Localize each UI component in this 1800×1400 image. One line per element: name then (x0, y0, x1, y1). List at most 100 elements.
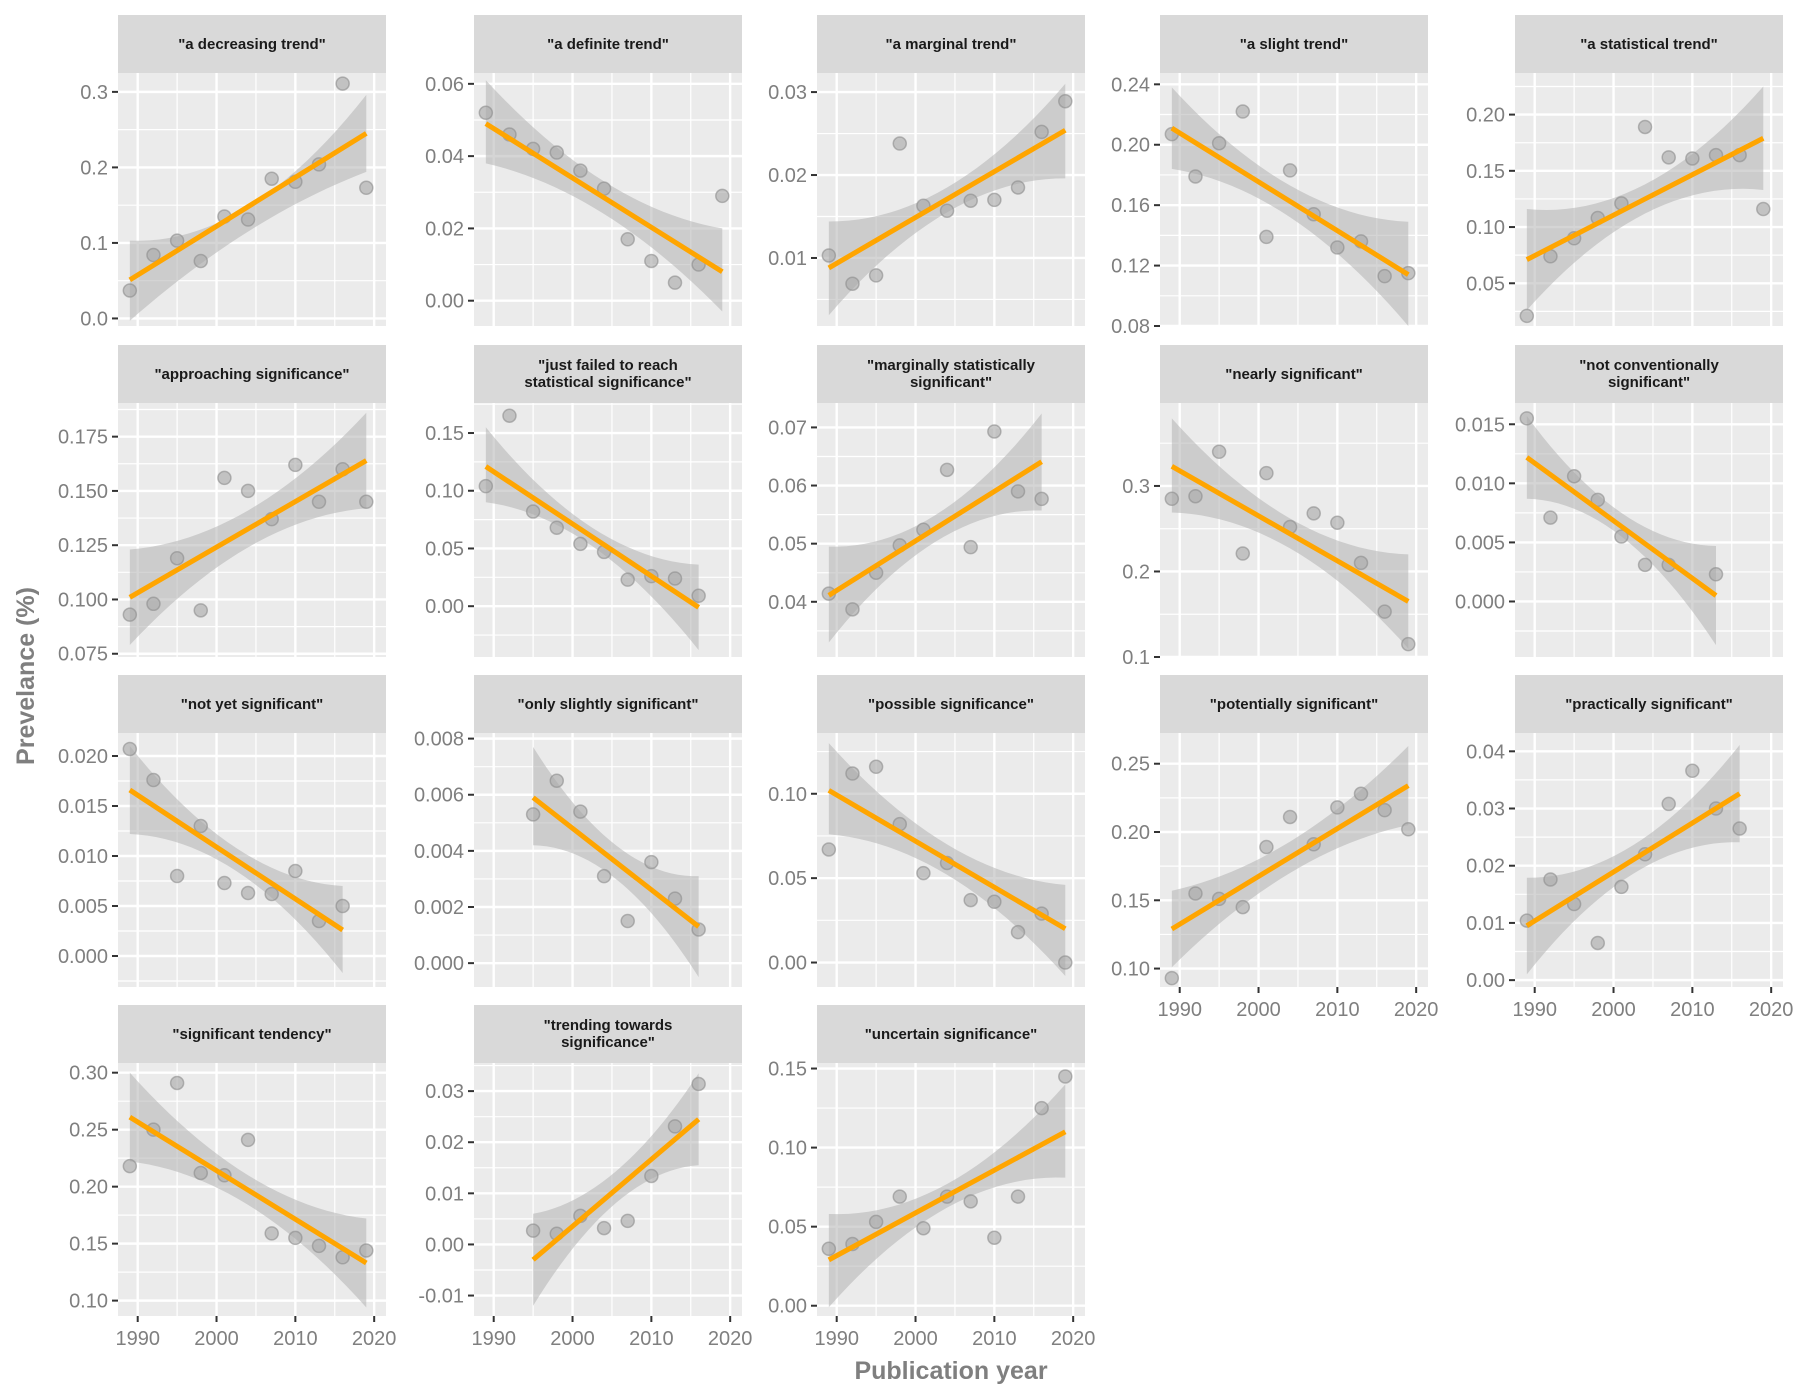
y-tick-label: 0.02 (1466, 856, 1505, 878)
data-point (939, 462, 955, 478)
facet-title: "nearly significant" (1225, 366, 1363, 383)
data-point (1034, 124, 1049, 140)
y-tick-label: 0.03 (768, 82, 807, 104)
confidence-band (1171, 87, 1409, 327)
data-point (963, 193, 978, 208)
y-tick-label: 0.03 (1466, 799, 1505, 821)
regression-line (827, 459, 1043, 598)
y-tick-label: 0.12 (1111, 256, 1150, 278)
data-point (1259, 839, 1274, 855)
data-point (1034, 491, 1049, 507)
data-point (335, 898, 350, 914)
y-tick-label: 0.07 (768, 417, 807, 439)
x-tick-label: 2020 (352, 1328, 397, 1350)
y-tick-label: 0.25 (69, 1120, 108, 1142)
data-point (845, 766, 860, 781)
data-point (1661, 150, 1676, 165)
data-point (1519, 411, 1535, 426)
facet-title-line: "potentially significant" (1210, 696, 1378, 713)
regression-line (531, 1117, 701, 1262)
data-point (620, 232, 635, 247)
data-point (169, 550, 185, 566)
facet-title: "approaching significance" (154, 366, 349, 383)
y-tick-label: 0.16 (1111, 195, 1150, 217)
facet-title: "a slight trend" (1240, 36, 1348, 53)
data-point (939, 203, 955, 218)
data-point (1614, 879, 1629, 895)
y-tick-label: 0.20 (1111, 822, 1150, 844)
data-point (311, 1238, 327, 1254)
data-point (644, 253, 659, 269)
data-point (264, 171, 279, 186)
facet-panel: "trending towards significance" -0.01 0.00 0… (418, 1005, 752, 1350)
data-point (573, 804, 588, 819)
data-point (845, 602, 860, 617)
facet-title-line: "approaching significance" (154, 366, 349, 383)
facet-strip (474, 675, 742, 733)
y-tick-label: 0.05 (768, 534, 807, 556)
x-tick-label: 2000 (1591, 999, 1636, 1021)
data-point (193, 603, 209, 618)
y-tick-label: 0.04 (768, 592, 807, 614)
y-tick-label: 0.1 (80, 233, 108, 255)
y-tick-label: 0.10 (69, 1291, 108, 1313)
data-point (573, 536, 588, 552)
x-tick-label: 2020 (1749, 999, 1794, 1021)
y-tick-label: 0.02 (425, 218, 464, 240)
data-point (987, 424, 1002, 439)
data-point (596, 868, 612, 884)
y-tick-label: 0.06 (425, 74, 464, 96)
regression-line (1170, 783, 1410, 932)
data-point (1637, 557, 1653, 573)
y-tick-label: 0.06 (768, 476, 807, 498)
data-point (1519, 308, 1535, 324)
data-point (335, 76, 350, 91)
y-tick-label: 0.10 (768, 1138, 807, 1160)
y-tick-label: 0.3 (1122, 476, 1150, 498)
facet-panel: "not yet significant" 0.000 0.005 0.010 0.01… (58, 675, 386, 987)
data-point (1377, 604, 1392, 619)
facet-title: "trending towards significance" (544, 1017, 673, 1051)
data-point (264, 886, 279, 902)
y-tick-label: 0.00 (1466, 970, 1505, 992)
data-point (1188, 169, 1203, 184)
data-point (240, 212, 256, 227)
x-tick-label: 2010 (273, 1328, 318, 1350)
x-axis-title: Publication year (854, 1357, 1047, 1385)
facet-strip (474, 1005, 742, 1063)
facet-strip (817, 345, 1085, 403)
y-tick-label: 0.10 (425, 481, 464, 503)
data-point (478, 478, 494, 494)
y-tick-label: 0.10 (1111, 959, 1150, 981)
data-point (1034, 1100, 1049, 1116)
x-tick-label: 2010 (1315, 999, 1360, 1021)
data-point (1188, 488, 1203, 504)
data-point (525, 504, 541, 519)
x-tick-label: 2000 (893, 1328, 938, 1350)
y-tick-label: 0.10 (768, 784, 807, 806)
y-tick-label: 0.15 (1111, 890, 1150, 912)
y-tick-label: 0.02 (425, 1132, 464, 1154)
facet-title: "practically significant" (1565, 696, 1733, 713)
y-tick-label: 0.175 (58, 427, 108, 449)
regression-line (128, 787, 345, 933)
y-tick-label: 0.2 (80, 157, 108, 179)
data-point (169, 1075, 185, 1091)
x-tick-label: 1990 (1512, 999, 1557, 1021)
y-tick-label: 0.01 (425, 1183, 464, 1205)
y-tick-label: 0.015 (1455, 414, 1505, 436)
facet-panel: "a decreasing trend" 0.0 0.1 0.2 0.3 (80, 15, 386, 330)
y-tick-label: 0.02 (768, 165, 807, 187)
y-tick-label: -0.01 (418, 1286, 464, 1308)
data-point (1661, 796, 1676, 812)
data-point (1377, 268, 1392, 284)
data-point (146, 596, 161, 612)
data-point (1235, 899, 1251, 915)
y-tick-label: 0.05 (768, 1217, 807, 1239)
data-point (193, 253, 209, 269)
data-point (916, 865, 931, 881)
y-tick-label: 0.04 (1466, 741, 1505, 763)
regression-line (1525, 791, 1741, 928)
facet-strip (1515, 675, 1783, 733)
facet-title: "a definite trend" (547, 36, 669, 53)
